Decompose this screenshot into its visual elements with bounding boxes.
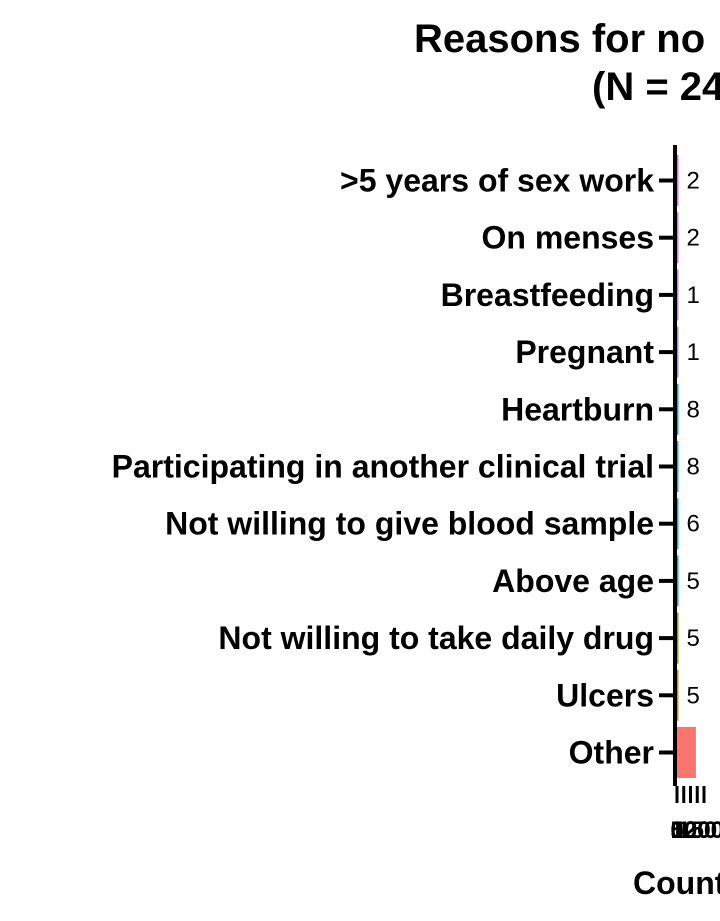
x-tick-label-2: 100 — [670, 817, 710, 844]
category-label-0: >5 years of sex work — [340, 163, 654, 199]
value-label-0: 2 — [687, 168, 700, 195]
category-label-3: Pregnant — [515, 334, 654, 370]
bar-7 — [677, 555, 679, 607]
bars-layer — [677, 155, 696, 778]
chart-title: Reasons for no (N = 24 — [414, 17, 720, 109]
x-tick-label-3: 150 — [677, 817, 717, 844]
x-tick-label-1: 50 — [670, 817, 697, 844]
category-label-9: Ulcers — [556, 677, 654, 713]
x-tick-label-0: 0 — [670, 817, 683, 844]
category-label-6: Not willing to give blood sample — [165, 506, 654, 542]
value-label-3: 1 — [687, 339, 700, 366]
bar-3 — [677, 326, 679, 378]
category-label-2: Breastfeeding — [441, 277, 654, 313]
value-label-8: 5 — [687, 625, 700, 652]
bar-5 — [677, 441, 679, 492]
bar-0 — [677, 155, 679, 206]
category-label-4: Heartburn — [501, 391, 654, 427]
category-label-8: Not willing to take daily drug — [218, 620, 654, 656]
value-label-4: 8 — [687, 396, 700, 423]
value-label-7: 5 — [687, 568, 700, 595]
x-tick-label-4: 200 — [684, 817, 720, 844]
category-label-7: Above age — [492, 563, 654, 599]
category-label-10: Other — [569, 735, 654, 771]
bar-4 — [677, 383, 679, 435]
chart-title-line-2: (N = 24 — [592, 65, 720, 109]
category-labels: >5 years of sex work On menses Breastfeedi… — [112, 163, 655, 771]
bar-8 — [677, 612, 679, 664]
bar-2 — [677, 269, 679, 321]
value-label-5: 8 — [687, 454, 700, 481]
x-axis-title: Count — [633, 865, 720, 901]
axes — [659, 145, 677, 786]
bar-10 — [677, 727, 696, 778]
bar-9 — [677, 669, 679, 721]
value-label-6: 6 — [687, 511, 700, 538]
category-label-5: Participating in another clinical trial — [112, 449, 654, 485]
chart-title-line-1: Reasons for no — [414, 17, 705, 61]
value-label-9: 5 — [687, 682, 700, 709]
bar-6 — [677, 498, 679, 550]
bar-1 — [677, 212, 679, 264]
value-label-1: 2 — [687, 225, 700, 252]
category-label-1: On menses — [481, 220, 654, 256]
value-label-2: 1 — [687, 282, 700, 309]
value-labels: 2 2 1 1 8 8 6 5 5 5 — [687, 168, 700, 710]
